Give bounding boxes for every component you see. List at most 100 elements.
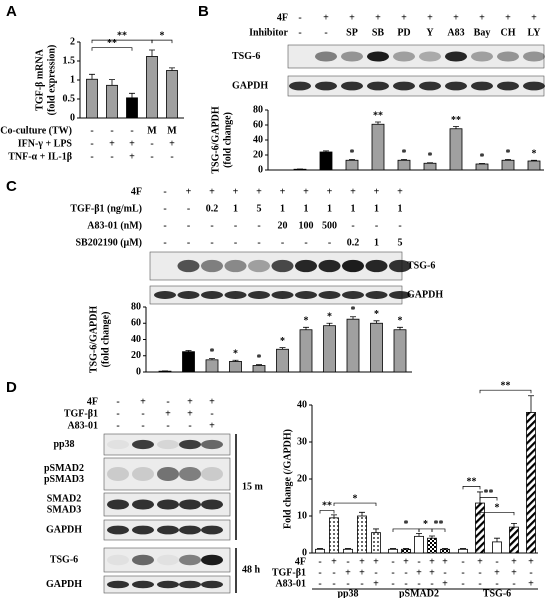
condition-mark: -	[332, 567, 335, 578]
bar	[182, 351, 195, 373]
error-bar	[349, 159, 355, 161]
condition-mark: -	[163, 186, 166, 197]
condition-mark: 0.2	[206, 203, 219, 214]
condition-mark: -	[234, 237, 237, 248]
condition-mark: -	[478, 578, 481, 589]
condition-mark: -	[187, 220, 190, 231]
condition-mark: 20	[278, 220, 288, 231]
condition-mark: -	[150, 138, 153, 149]
blot-band	[389, 259, 411, 273]
bar	[86, 78, 98, 119]
condition-mark: +	[303, 186, 309, 197]
condition-mark: 1	[327, 203, 332, 214]
y-tick-label: 0.5	[63, 93, 76, 104]
y-axis-label: (fold change)	[100, 312, 111, 368]
bar-annotation: *	[257, 353, 262, 364]
condition-mark: -	[478, 567, 481, 578]
blot-band	[365, 259, 388, 273]
blot-band	[271, 259, 294, 273]
blot	[103, 433, 231, 456]
blot-band	[289, 81, 311, 91]
blot-band	[201, 554, 223, 566]
condition-mark: -	[298, 27, 301, 38]
condition-mark: -	[130, 125, 133, 136]
condition-mark: +	[233, 186, 239, 197]
condition-mark: +	[403, 556, 409, 567]
condition-mark: +	[442, 578, 448, 589]
significance-label: **	[107, 38, 117, 49]
panel-letter: C	[6, 178, 17, 195]
blot-band	[342, 259, 364, 273]
error-bar	[303, 326, 309, 330]
bar	[205, 359, 219, 373]
y-tick-label: 0	[258, 164, 263, 175]
error-bar	[232, 359, 239, 362]
condition-mark: -	[391, 556, 394, 567]
bar-annotation: *	[304, 316, 309, 327]
error-bar	[129, 92, 135, 98]
condition-mark: -	[90, 151, 93, 162]
bar	[357, 515, 367, 554]
error-bar	[279, 347, 286, 350]
significance-label: **	[434, 519, 444, 530]
blot-band	[393, 81, 415, 91]
condition-mark: -	[346, 578, 349, 589]
significance-bracket	[151, 39, 173, 44]
bar	[414, 535, 424, 554]
blot-band	[365, 291, 388, 299]
condition-label: TGF-β1	[272, 567, 306, 578]
condition-mark: -	[116, 408, 119, 419]
significance-bracket	[333, 502, 377, 507]
condition-mark: -	[257, 237, 260, 248]
condition-mark: +	[349, 12, 355, 23]
y-tick-label: 10	[297, 510, 307, 521]
condition-mark: M	[147, 125, 157, 136]
condition-mark: +	[453, 12, 459, 23]
y-tick-label: 20	[297, 473, 307, 484]
error-bar	[359, 511, 365, 516]
error-bar	[169, 67, 175, 71]
bar	[388, 548, 398, 554]
blot-band	[107, 439, 129, 450]
error-bar	[331, 514, 337, 518]
blot-band	[445, 81, 467, 91]
condition-mark: +	[169, 138, 175, 149]
blot-band	[132, 554, 154, 566]
bar	[397, 159, 411, 171]
significance-label: *	[160, 30, 165, 41]
error-bar	[375, 121, 381, 125]
blot-band	[393, 51, 415, 62]
condition-label: SB202190 (μM)	[76, 237, 143, 248]
bar	[458, 548, 468, 554]
error-bar	[442, 548, 448, 550]
condition-mark: -	[163, 220, 166, 231]
blot-band	[201, 525, 223, 535]
blot-band	[107, 499, 129, 510]
error-bar	[326, 322, 333, 326]
condition-mark: +	[511, 556, 517, 567]
condition-mark: +	[331, 556, 337, 567]
condition-mark: +	[477, 556, 483, 567]
condition-mark: -	[374, 567, 377, 578]
condition-mark: CH	[501, 27, 516, 38]
condition-mark: +	[528, 556, 534, 567]
blot-band	[107, 554, 129, 566]
blot-label: GAPDH	[46, 579, 82, 590]
blot-band	[157, 466, 179, 482]
significance-bracket	[91, 47, 133, 51]
blot-band	[419, 81, 441, 91]
bar	[146, 56, 158, 119]
bar	[252, 365, 266, 373]
significance-bracket	[431, 528, 446, 532]
error-bar	[149, 49, 155, 57]
y-axis-label: (fold change)	[222, 112, 233, 168]
condition-mark: -	[529, 567, 532, 578]
error-bar	[401, 159, 407, 161]
significance-bracket	[479, 511, 515, 516]
condition-mark: +	[427, 12, 433, 23]
blot-band	[248, 291, 270, 299]
y-tick-label: 0	[136, 366, 141, 377]
condition-mark: +	[528, 578, 534, 589]
bar-annotation: **	[451, 115, 461, 126]
condition-mark: -	[360, 578, 363, 589]
